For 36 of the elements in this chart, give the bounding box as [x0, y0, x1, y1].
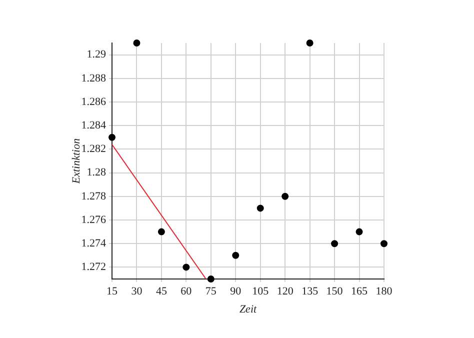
y-tick-label: 1.29: [86, 48, 106, 61]
x-tick-label: 180: [376, 285, 393, 298]
x-tick-label: 165: [351, 285, 368, 298]
y-tick-label: 1.276: [81, 214, 106, 226]
x-tick-label: 120: [276, 285, 294, 298]
point: [158, 228, 165, 236]
y-tick-label: 1.282: [81, 143, 106, 156]
point: [356, 228, 363, 236]
x-tick-label: 75: [205, 285, 217, 298]
y-axis-title: Extinktion: [70, 138, 82, 185]
point: [182, 264, 190, 271]
point: [282, 192, 289, 200]
y-tick-label: 1.288: [81, 72, 106, 84]
point: [133, 40, 140, 46]
x-tick-label: 150: [326, 285, 344, 298]
x-tick-label: 30: [131, 285, 143, 298]
point: [380, 240, 388, 248]
point: [256, 204, 264, 212]
y-tick-label: 1.278: [81, 190, 106, 202]
y-tick-label: 1.28: [86, 166, 106, 179]
x-tick-label: 105: [252, 285, 270, 298]
y-tick-label: 1.274: [81, 237, 106, 250]
point: [232, 252, 240, 259]
y-tick-label: 1.284: [81, 119, 106, 132]
point: [306, 40, 314, 46]
x-tick-label: 60: [180, 285, 192, 298]
x-tick-label: 135: [302, 285, 319, 298]
x-tick-label: 15: [106, 285, 118, 298]
x-tick-label: 45: [156, 285, 168, 298]
y-tick-label: 1.286: [81, 96, 106, 108]
point: [108, 134, 116, 141]
x-tick-label: 90: [230, 285, 242, 298]
point: [331, 240, 338, 248]
x-axis-title: Zeit: [239, 303, 258, 316]
point: [207, 276, 214, 282]
y-tick-label: 1.272: [81, 261, 106, 274]
